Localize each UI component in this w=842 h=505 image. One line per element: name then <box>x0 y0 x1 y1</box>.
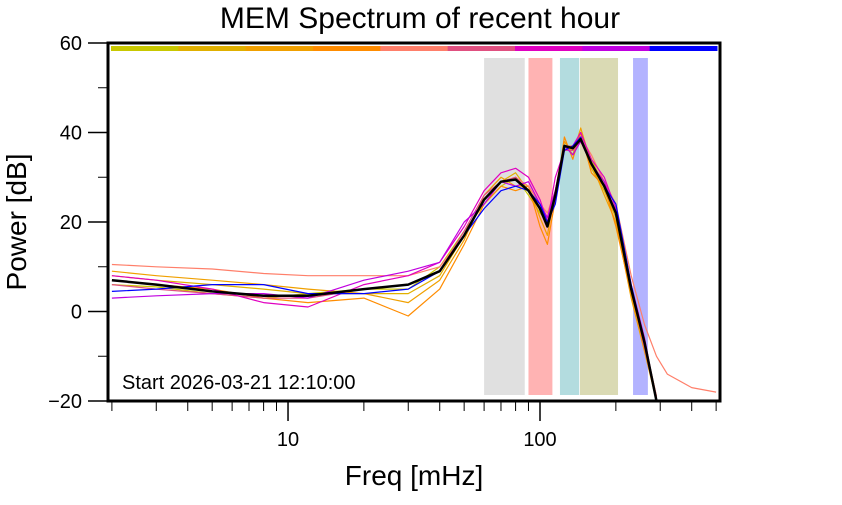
x-tick-label: 100 <box>523 429 556 451</box>
mean-line <box>111 137 658 402</box>
y-tick-label: 20 <box>60 212 82 234</box>
frequency-bands <box>484 58 648 395</box>
x-tick-label: 10 <box>277 429 299 451</box>
color-bar-segment <box>515 46 583 51</box>
series-line-6 <box>111 131 658 402</box>
color-bar-segment <box>178 46 247 51</box>
series-line-7 <box>111 140 658 402</box>
color-bar-segment <box>313 46 381 51</box>
color-bar-segment <box>582 46 651 51</box>
y-tick-label: 60 <box>60 33 82 55</box>
band-2 <box>559 58 580 395</box>
x-axis-label: Freq [mHz] <box>345 460 483 491</box>
color-bar-segment <box>111 46 179 51</box>
y-tick-label: 40 <box>60 123 82 145</box>
color-bar-segment <box>447 46 516 51</box>
y-tick-label: 0 <box>71 302 82 324</box>
band-0 <box>484 58 525 395</box>
band-3 <box>579 58 619 395</box>
series-line-4 <box>111 136 717 393</box>
chart-title: MEM Spectrum of recent hour <box>220 2 620 35</box>
series-lines <box>111 127 717 402</box>
axis-ticks: −20 0 20 40 60 10 100 <box>48 33 717 451</box>
start-annotation: Start 2026-03-21 12:10:00 <box>122 372 356 394</box>
color-bar-segment <box>380 46 449 51</box>
color-bar-segment <box>245 46 314 51</box>
y-tick-label: −20 <box>48 391 82 413</box>
color-bar-segment <box>649 46 718 51</box>
y-axis-label: Power [dB] <box>1 154 32 291</box>
plot-frame <box>106 41 722 403</box>
color-bar <box>111 46 718 51</box>
